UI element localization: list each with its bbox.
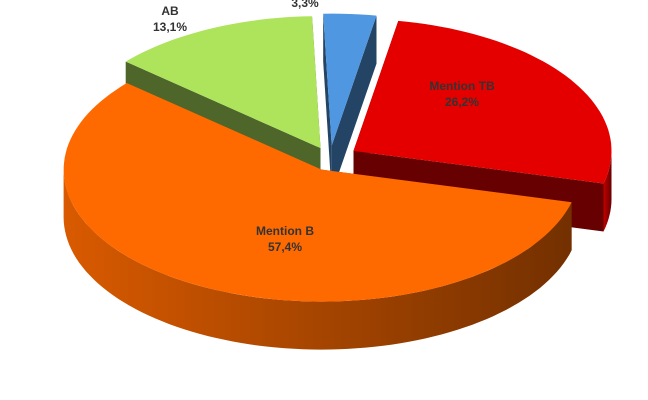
value-label: 57,4%	[268, 240, 302, 254]
slice	[323, 13, 377, 146]
value-label: 3,3%	[291, 0, 319, 10]
category-label: AB	[161, 4, 179, 18]
value-label: 13,1%	[153, 20, 187, 34]
slice-wall	[331, 15, 377, 194]
slice-side	[603, 150, 612, 232]
pie	[63, 13, 612, 350]
slice-wall	[323, 13, 332, 194]
value-label: 26,2%	[445, 95, 479, 109]
slice	[125, 16, 321, 149]
category-label: Mention TB	[429, 79, 495, 93]
category-label: Mention B	[256, 224, 314, 238]
slice	[353, 20, 612, 184]
slice	[63, 83, 572, 302]
slice-side	[63, 169, 572, 350]
